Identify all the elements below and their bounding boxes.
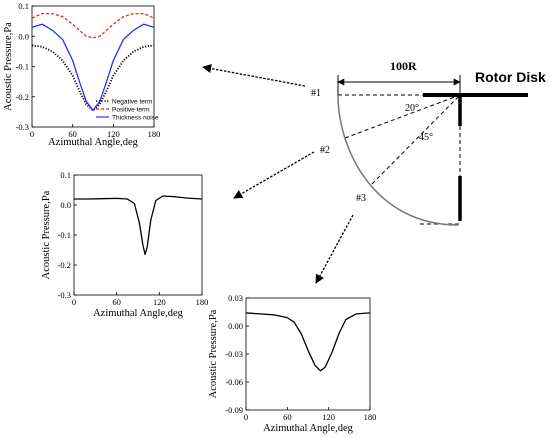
x-tick-label: 60: [68, 129, 77, 139]
y-tick-label: -0.09: [225, 405, 243, 415]
y-tick-label: -0.2: [58, 260, 71, 270]
observer-3-label: #3: [356, 193, 366, 204]
x-tick-label: 180: [148, 129, 161, 139]
x-axis-label: Azimuthal Angle,deg: [263, 423, 354, 434]
pointer-arrow-2: [233, 151, 315, 199]
y-tick-label: -0.06: [225, 377, 243, 387]
x-tick-label: 0: [244, 412, 248, 422]
series-line-1: [31, 44, 155, 112]
y-tick-label: 0.00: [228, 321, 243, 331]
series-line-2: [31, 12, 155, 39]
legend-label: Positive term: [112, 106, 150, 113]
series-line-1: [245, 312, 371, 372]
x-tick-label: 120: [153, 297, 166, 307]
series-line-1: [74, 195, 203, 256]
rotor-diagram: Rotor Disk 100R 20° 45° #1 #2 #3: [202, 59, 546, 284]
rotor-disk-label: Rotor Disk: [475, 69, 546, 85]
x-tick-label: 180: [364, 412, 377, 422]
y-axis-label: Acoustic Pressure,Pa: [41, 190, 52, 279]
observer-1-label: #1: [311, 88, 321, 99]
y-tick-label: 0.03: [228, 293, 243, 303]
x-tick-label: 120: [322, 412, 335, 422]
plot-frame: [73, 174, 203, 296]
x-axis-label: Azimuthal Angle,deg: [48, 137, 139, 148]
angle-45-label: 45°: [419, 132, 433, 143]
angle-20-label: 20°: [405, 103, 419, 114]
x-tick-label: 0: [72, 297, 76, 307]
y-axis-label: Acoustic Pressure,Pa: [3, 22, 14, 111]
y-tick-label: -0.03: [225, 349, 243, 359]
y-tick-label: -0.1: [58, 230, 71, 240]
pointer-arrow-1: [202, 64, 306, 87]
chart-observer-3: 0 60 120 180 0.03 0.00 -0.03 -0.06 -0.09 Azimutha…: [208, 293, 376, 434]
x-tick-label: 120: [107, 129, 120, 139]
y-tick-label: -0.3: [58, 290, 71, 300]
y-tick-label: -0.1: [16, 62, 29, 72]
x-tick-label: 60: [283, 412, 292, 422]
observer-arc: [337, 94, 459, 226]
y-axis-label: Acoustic Pressure,Pa: [208, 309, 219, 398]
legend-label: Thickness noise: [112, 114, 159, 121]
y-tick-label: -0.3: [16, 122, 29, 132]
observer-2-label: #2: [320, 145, 330, 156]
x-axis-label: Azimuthal Angle,deg: [93, 308, 184, 319]
pointer-arrow-3: [315, 214, 354, 284]
y-tick-label: 0.0: [18, 31, 29, 41]
x-tick-label: 0: [30, 129, 34, 139]
chart-observer-1: 0 60 120 180 0.1 0.0 -0.1 -0.2 -0.3 Azimuthal Ang…: [3, 1, 160, 148]
y-tick-label: 0.1: [18, 1, 29, 11]
legend-label: Negative term: [112, 98, 152, 105]
x-tick-label: 180: [196, 297, 209, 307]
observer-ray-2: [344, 94, 461, 139]
series-line-3: [31, 23, 155, 112]
radius-label: 100R: [390, 59, 417, 73]
y-tick-label: 0.1: [60, 170, 71, 180]
chart-observer-2: 0 60 120 180 0.1 0.0 -0.1 -0.2 -0.3 Azimuthal Ang…: [41, 170, 208, 319]
x-tick-label: 60: [112, 297, 121, 307]
y-tick-label: 0.0: [60, 200, 71, 210]
y-tick-label: -0.2: [16, 92, 29, 102]
